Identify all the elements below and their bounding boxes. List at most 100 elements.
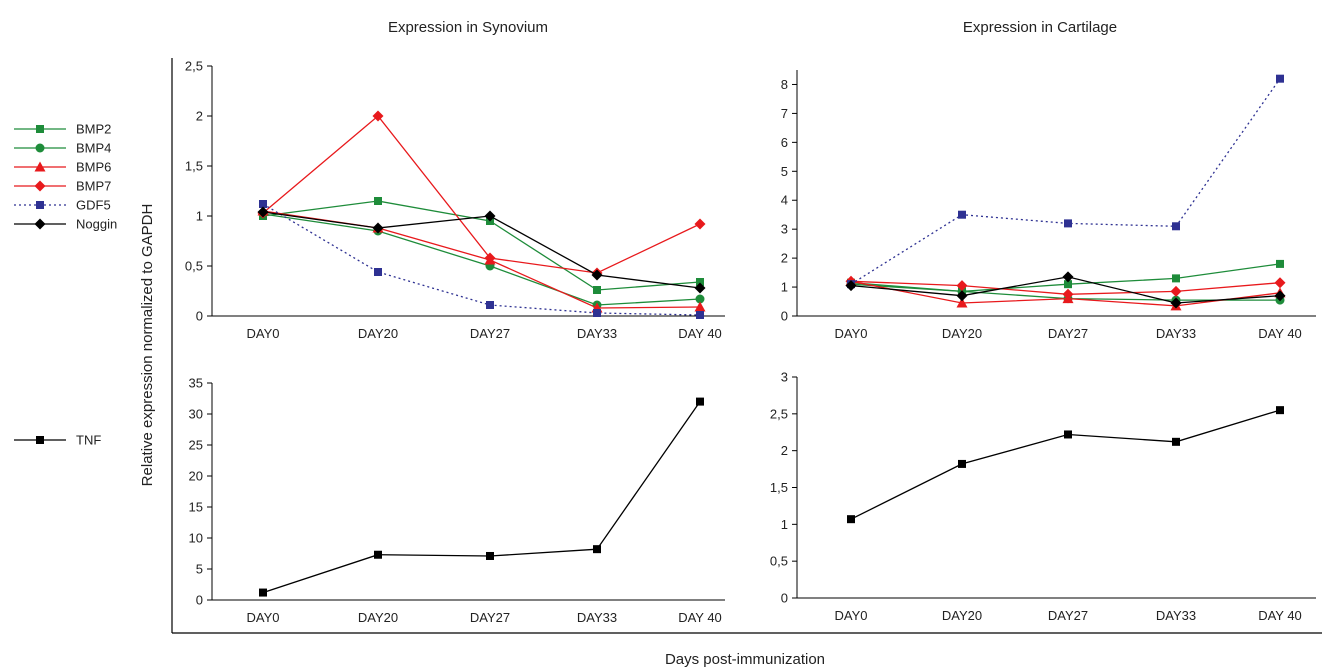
y-tick-label: 2,5 bbox=[770, 406, 788, 421]
data-point-gdf5 bbox=[1064, 219, 1072, 228]
x-tick-label: DAY27 bbox=[470, 610, 510, 625]
chart-title-cartilage: Expression in Cartilage bbox=[963, 19, 1117, 36]
y-tick-label: 1 bbox=[781, 517, 788, 532]
legend-label-bmp2: BMP2 bbox=[76, 122, 111, 137]
legend-bmp: BMP2 BMP4 BMP6 BMP7 GDF5 Noggin bbox=[14, 122, 117, 232]
data-point-gdf5 bbox=[958, 210, 966, 219]
data-point-bmp6 bbox=[694, 301, 706, 312]
data-point-noggin bbox=[372, 222, 384, 234]
y-tick-label: 4 bbox=[781, 193, 788, 208]
y-tick-label: 15 bbox=[189, 500, 203, 515]
data-point-gdf5 bbox=[696, 311, 704, 319]
chart-title-synovium: Expression in Synovium bbox=[388, 19, 548, 36]
y-tick-label: 1,5 bbox=[770, 480, 788, 495]
y-tick-label: 5 bbox=[781, 164, 788, 179]
legend-marker-bmp6 bbox=[34, 161, 46, 172]
x-tick-label: DAY33 bbox=[577, 326, 617, 341]
data-point-tnf bbox=[696, 397, 704, 406]
series-line-gdf5 bbox=[850, 78, 1281, 285]
data-point-tnf bbox=[486, 551, 494, 560]
y-tick-label: 0 bbox=[781, 591, 788, 606]
figure-y-axis-label: Relative expression normalized to GAPDH bbox=[139, 204, 156, 487]
y-tick-label: 20 bbox=[189, 469, 203, 484]
series-line-bmp6 bbox=[262, 210, 701, 309]
data-point-bmp7 bbox=[694, 218, 706, 230]
legend-marker-bmp2 bbox=[36, 125, 44, 133]
y-tick-label: 25 bbox=[189, 438, 203, 453]
data-point-tnf bbox=[593, 545, 601, 554]
data-point-bmp2 bbox=[1276, 259, 1284, 268]
x-tick-label: DAY33 bbox=[1156, 326, 1196, 341]
y-tick-label: 3 bbox=[781, 370, 788, 385]
data-point-bmp7 bbox=[372, 110, 384, 122]
data-point-gdf5 bbox=[1276, 74, 1284, 83]
data-point-bmp2 bbox=[1172, 274, 1180, 283]
legend-marker-bmp7 bbox=[34, 180, 46, 192]
figure-x-axis-label: Days post-immunization bbox=[665, 651, 825, 668]
series-line-bmp7 bbox=[262, 115, 701, 274]
x-tick-label: DAY 40 bbox=[678, 326, 722, 341]
data-point-noggin bbox=[1062, 271, 1074, 283]
x-tick-label: DAY 40 bbox=[1258, 608, 1302, 623]
legend-label-bmp4: BMP4 bbox=[76, 141, 111, 156]
y-tick-label: 0,5 bbox=[770, 554, 788, 569]
y-tick-label: 35 bbox=[189, 376, 203, 391]
chart-synovium-bmp: 0 0,5 1 1,5 2 2,5 DAY0 DAY20 DAY27 DAY33 DAY 40 bbox=[185, 59, 725, 341]
data-point-tnf bbox=[1276, 406, 1284, 415]
data-point-tnf bbox=[1064, 430, 1072, 439]
x-tick-label: DAY20 bbox=[942, 326, 982, 341]
x-tick-label: DAY33 bbox=[1156, 608, 1196, 623]
series-line-tnf bbox=[850, 409, 1281, 520]
legend-label-noggin: Noggin bbox=[76, 217, 117, 232]
data-point-bmp2 bbox=[374, 197, 382, 205]
data-point-noggin bbox=[257, 206, 269, 218]
data-point-bmp7 bbox=[1274, 277, 1286, 289]
x-tick-label: DAY0 bbox=[247, 610, 280, 625]
x-tick-label: DAY 40 bbox=[678, 610, 722, 625]
y-tick-label: 1 bbox=[196, 209, 203, 224]
y-tick-label: 3 bbox=[781, 222, 788, 237]
x-tick-label: DAY27 bbox=[470, 326, 510, 341]
legend-label-tnf: TNF bbox=[76, 433, 101, 448]
x-tick-label: DAY0 bbox=[835, 608, 868, 623]
y-tick-label: 0,5 bbox=[185, 259, 203, 274]
data-point-noggin bbox=[591, 269, 603, 281]
data-point-noggin bbox=[694, 282, 706, 294]
data-point-bmp2 bbox=[1064, 280, 1072, 289]
data-point-bmp7 bbox=[956, 280, 968, 292]
y-tick-label: 1 bbox=[781, 280, 788, 295]
x-tick-label: DAY 40 bbox=[1258, 326, 1302, 341]
data-point-gdf5 bbox=[1172, 222, 1180, 231]
legend-marker-tnf bbox=[36, 436, 44, 444]
data-point-gdf5 bbox=[486, 301, 494, 309]
data-point-gdf5 bbox=[593, 309, 601, 317]
data-point-tnf bbox=[374, 550, 382, 559]
legend-label-bmp6: BMP6 bbox=[76, 160, 111, 175]
x-tick-label: DAY20 bbox=[358, 610, 398, 625]
x-tick-label: DAY33 bbox=[577, 610, 617, 625]
data-point-noggin bbox=[1170, 297, 1182, 309]
y-tick-label: 6 bbox=[781, 135, 788, 150]
legend-marker-gdf5 bbox=[36, 201, 44, 209]
legend-marker-noggin bbox=[34, 218, 46, 230]
y-tick-label: 5 bbox=[196, 562, 203, 577]
series-line-bmp4 bbox=[262, 213, 701, 306]
chart-cartilage-tnf: 0 0,5 1 1,5 2 2,5 3 DAY0 DAY20 DAY27 DAY33 DAY 40 bbox=[770, 370, 1316, 623]
data-point-bmp2 bbox=[593, 286, 601, 294]
series-line-tnf bbox=[262, 401, 701, 594]
legend-marker-bmp4 bbox=[35, 143, 45, 153]
y-tick-label: 2 bbox=[196, 109, 203, 124]
data-point-noggin bbox=[845, 280, 857, 292]
x-tick-label: DAY27 bbox=[1048, 608, 1088, 623]
series-line-bmp2 bbox=[262, 200, 701, 291]
data-point-tnf bbox=[847, 515, 855, 524]
x-tick-label: DAY27 bbox=[1048, 326, 1088, 341]
y-tick-label: 10 bbox=[189, 531, 203, 546]
x-tick-label: DAY20 bbox=[358, 326, 398, 341]
data-point-bmp6 bbox=[956, 297, 968, 308]
x-tick-label: DAY0 bbox=[835, 326, 868, 341]
y-tick-label: 2 bbox=[781, 251, 788, 266]
y-tick-label: 2,5 bbox=[185, 59, 203, 74]
y-tick-label: 2 bbox=[781, 443, 788, 458]
